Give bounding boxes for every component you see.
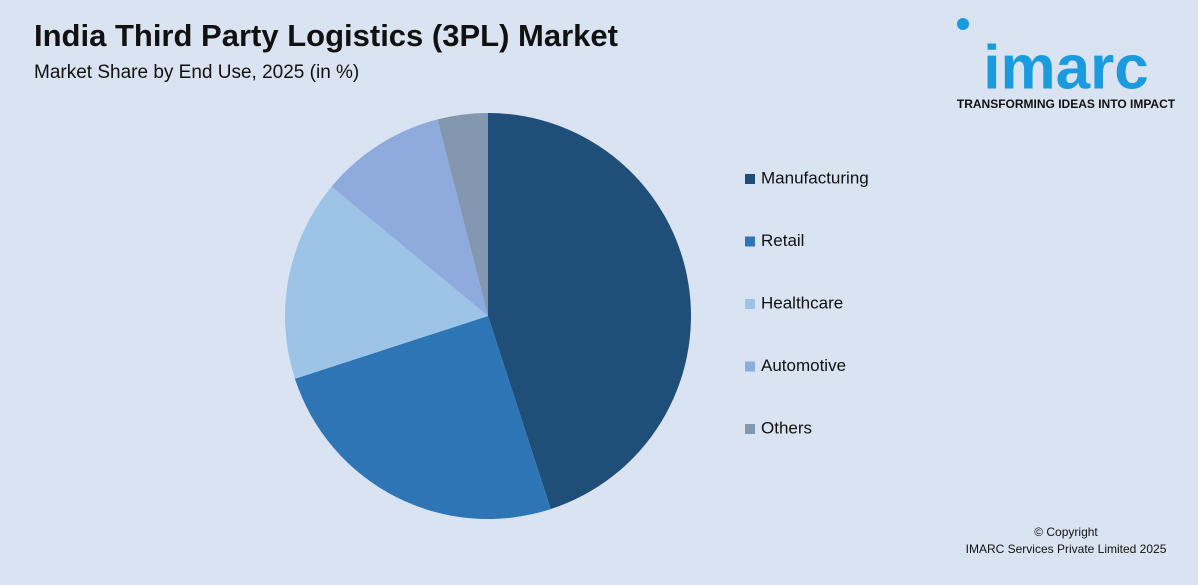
pie-slice [294,316,551,519]
chart-title: India Third Party Logistics (3PL) Market [34,18,618,53]
company: IMARC Services Private Limited 2025 [966,542,1167,556]
legend-label: Automotive [761,356,846,375]
logo: imarc [983,33,1148,102]
legend-swatch [745,299,755,309]
legend-swatch [745,361,755,372]
legend-swatch [745,174,755,184]
legend-label: Others [761,418,812,437]
pie-slice [285,186,488,379]
logo-dot [957,18,969,30]
pie-slice [488,113,692,510]
copyright: © Copyright [1034,525,1098,539]
chart-subtitle: Market Share by End Use, 2025 (in %) [34,62,359,83]
pie-slice [437,113,488,316]
legend-swatch [745,236,755,247]
legend-label: Healthcare [761,293,843,312]
legend-label: Retail [761,231,804,250]
legend-label: Manufacturing [761,168,869,187]
logo-tagline: TRANSFORMING IDEAS INTO IMPACT [957,97,1176,111]
legend-swatch [745,424,755,434]
pie-slice [331,119,488,316]
